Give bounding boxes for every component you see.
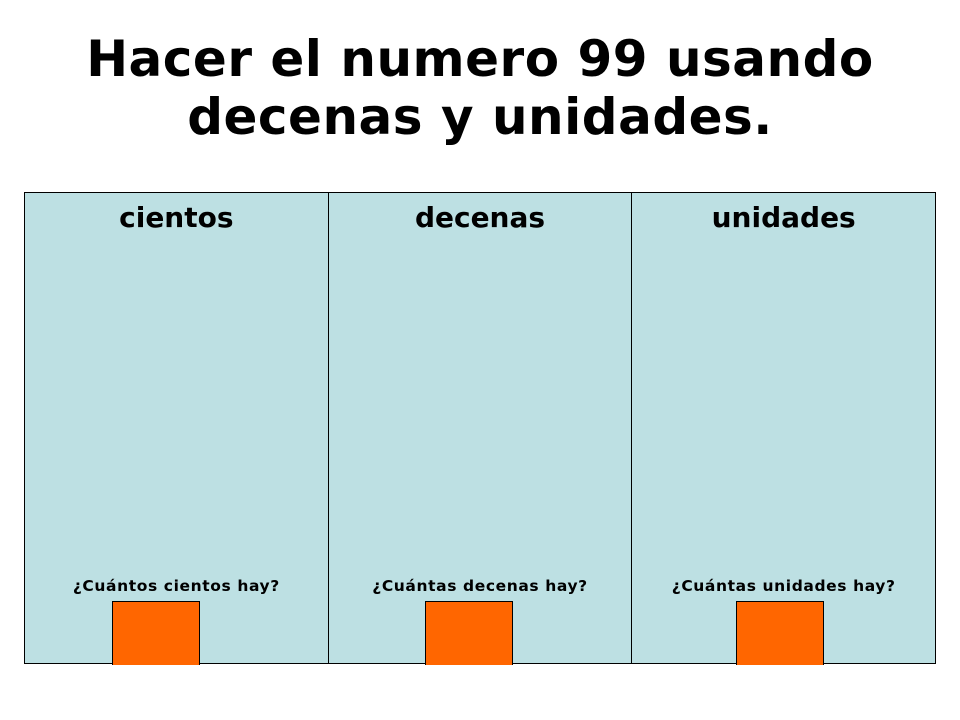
- title-line-2: decenas y unidades.: [187, 88, 773, 146]
- answer-box-cientos[interactable]: [112, 601, 200, 665]
- title-line-1: Hacer el numero 99 usando: [86, 30, 874, 88]
- question-cientos: ¿Cuántos cientos hay?: [72, 577, 280, 595]
- answer-box-decenas[interactable]: [424, 601, 513, 665]
- column-header-unidades: unidades: [711, 201, 856, 234]
- answer-box-unidades[interactable]: [736, 601, 825, 665]
- column-header-decenas: decenas: [414, 201, 546, 234]
- question-unidades: ¿Cuántas unidades hay?: [671, 577, 896, 595]
- column-cientos: cientos ¿Cuántos cientos hay?: [24, 192, 329, 665]
- column-header-cientos: cientos: [119, 201, 234, 234]
- column-decenas: decenas ¿Cuántas decenas hay?: [327, 192, 633, 665]
- question-decenas: ¿Cuántas decenas hay?: [372, 577, 588, 595]
- slide-title: Hacer el numero 99 usando decenas y unid…: [20, 30, 940, 146]
- place-value-board: cientos ¿Cuántos cientos hay? decenas ¿C…: [24, 192, 937, 665]
- column-unidades: unidades ¿Cuántas unidades hay?: [631, 192, 937, 665]
